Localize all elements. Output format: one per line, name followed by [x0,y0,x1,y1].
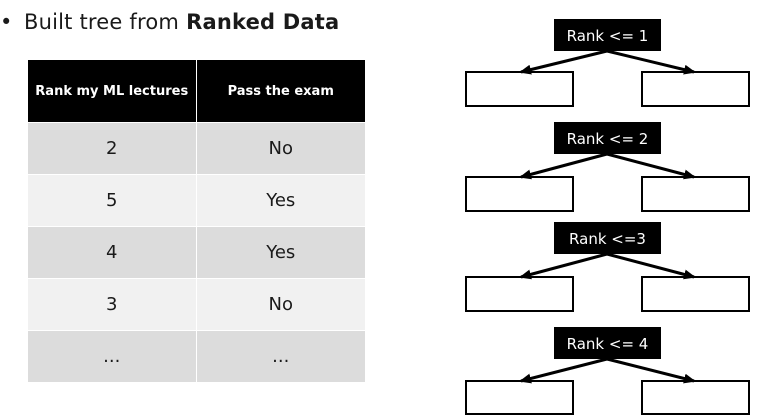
cell-rank: 5 [28,174,197,227]
table-row: ... ... [28,330,365,382]
header-rank: Rank my ML lectures [28,60,197,123]
cell-pass: No [196,278,365,331]
left-leaf [465,176,574,212]
table-row: 2 No [28,122,365,175]
left-leaf [465,71,574,107]
decision-tree-2: Rank <= 2 [465,122,750,212]
split-node-label: Rank <= 4 [567,335,649,353]
split-node [554,327,661,359]
right-leaf [641,71,750,107]
decision-tree-4: Rank <= 4 [465,327,750,415]
table-row: 4 Yes [28,226,365,279]
split-node [554,19,661,51]
table-header-row: Rank my ML lectures Pass the exam [28,60,365,123]
bullet-symbol: • [0,10,13,34]
right-branch-arrow [606,252,696,280]
right-leaf [641,276,750,312]
bullet-emphasis: Ranked Data [186,10,340,34]
cell-pass: ... [196,330,365,382]
ranked-data-table: Rank my ML lectures Pass the exam 2 No 5… [28,60,365,382]
right-branch-arrow [606,152,696,180]
right-branch-arrow [606,49,696,75]
decision-tree-1: Rank <= 1 [465,19,750,107]
right-branch-arrow [606,357,696,384]
left-branch-arrow [519,49,608,75]
right-leaf [641,176,750,212]
left-leaf [465,380,574,415]
bullet-text: Built tree from [24,10,180,34]
table-row: 3 No [28,278,365,331]
header-pass: Pass the exam [196,60,365,123]
cell-rank: 2 [28,122,197,175]
cell-rank: ... [28,330,197,382]
right-leaf [641,380,750,415]
cell-pass: Yes [196,174,365,227]
cell-rank: 3 [28,278,197,331]
left-leaf [465,276,574,312]
bullet-line: • Built tree from Ranked Data [0,6,339,38]
split-node-label: Rank <=3 [569,230,646,248]
left-branch-arrow [519,252,608,280]
split-node [554,122,661,154]
table-row: 5 Yes [28,174,365,227]
split-node [554,222,661,254]
split-node-label: Rank <= 1 [567,27,649,45]
decision-tree-3: Rank <=3 [465,222,750,312]
cell-rank: 4 [28,226,197,279]
left-branch-arrow [519,357,608,384]
cell-pass: No [196,122,365,175]
left-branch-arrow [519,152,608,180]
split-node-label: Rank <= 2 [567,130,649,148]
cell-pass: Yes [196,226,365,279]
